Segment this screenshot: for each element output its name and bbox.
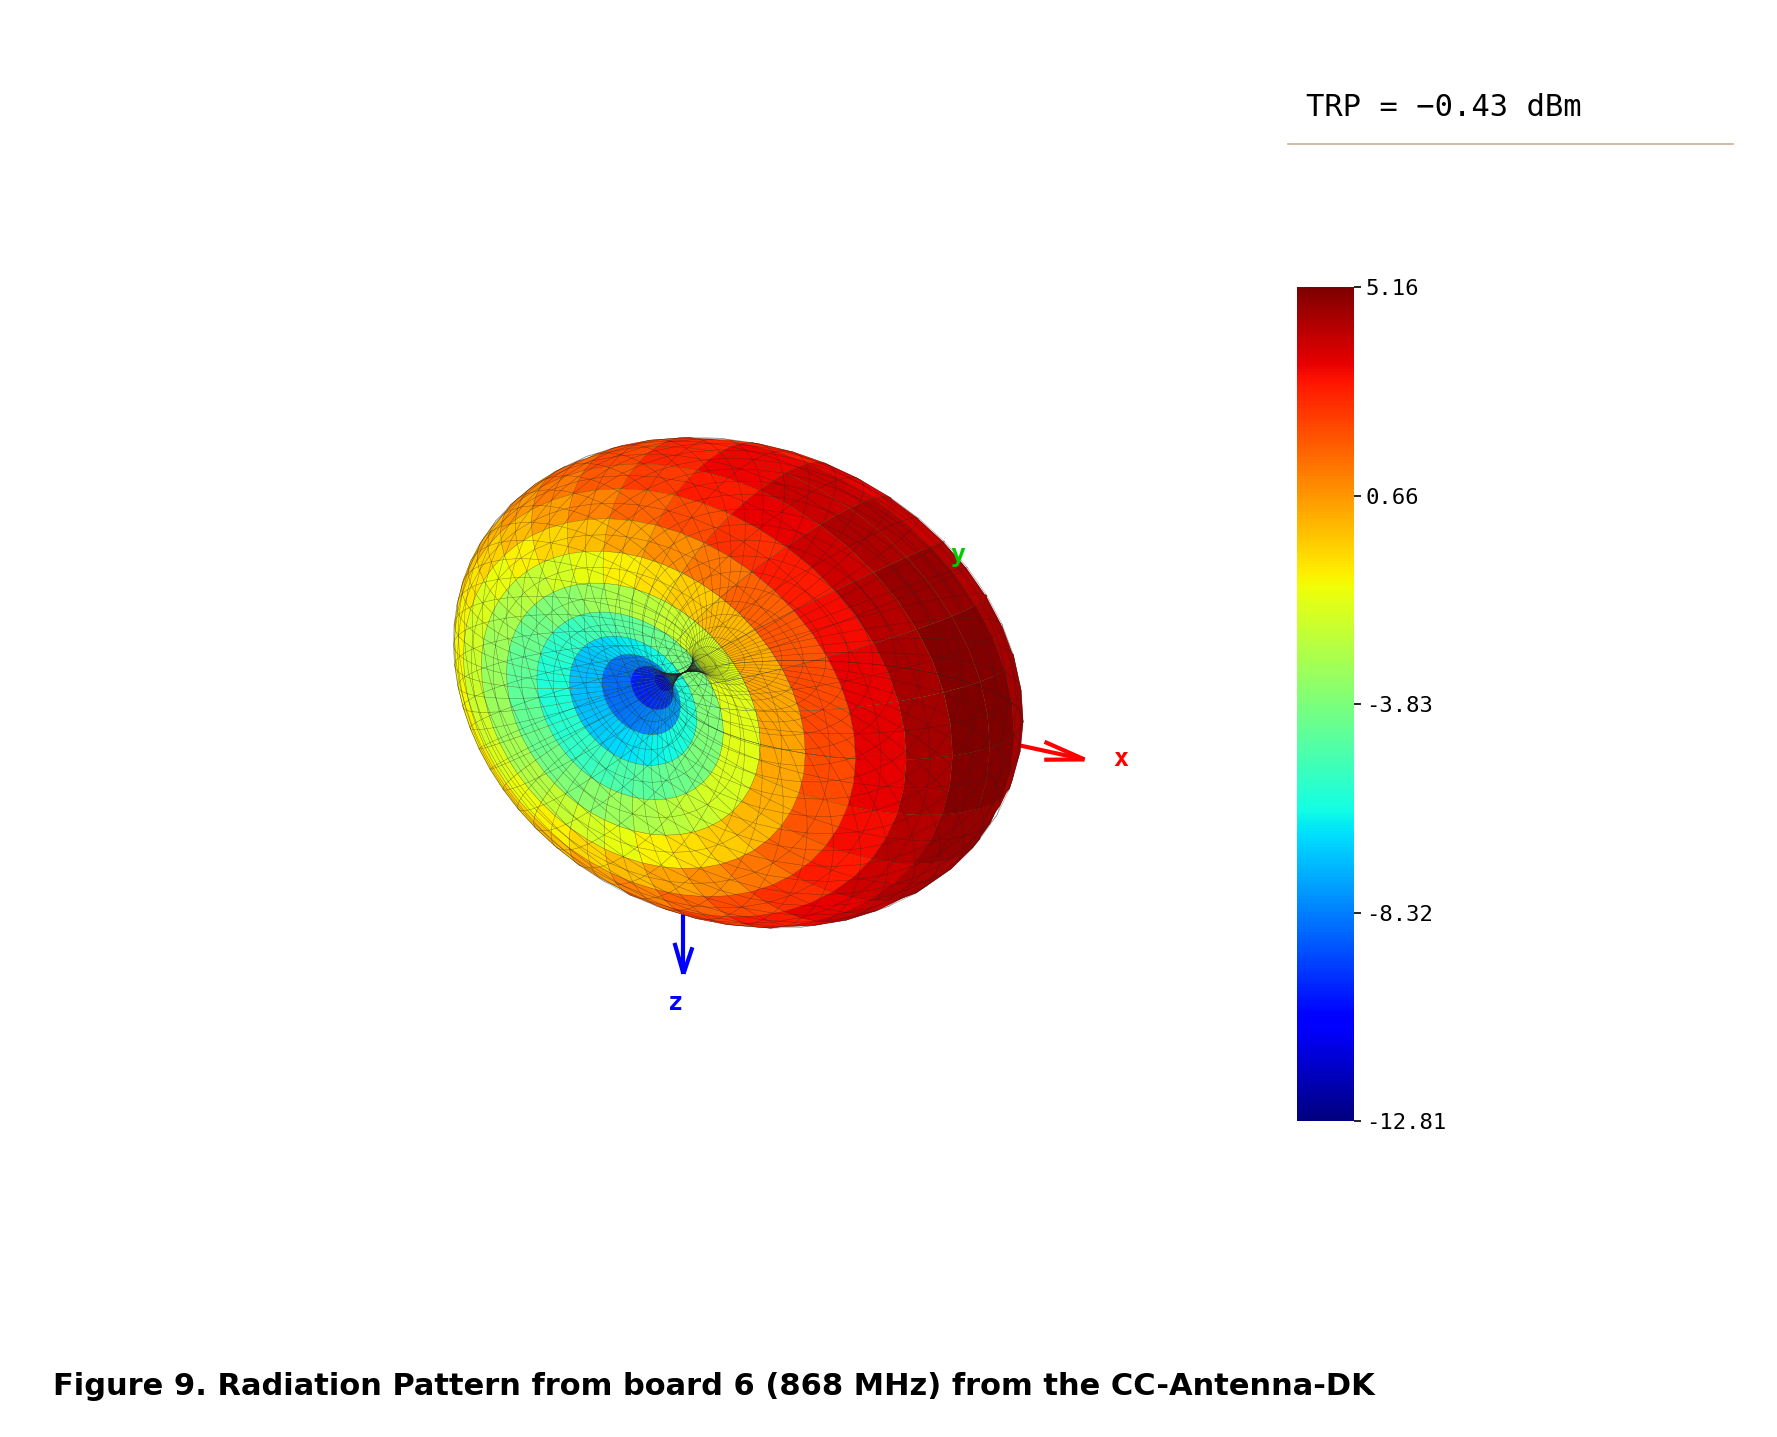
Text: Figure 9. Radiation Pattern from board 6 (868 MHz) from the CC-Antenna-DK: Figure 9. Radiation Pattern from board 6… <box>53 1372 1375 1401</box>
Text: TRP = −0.43 dBm: TRP = −0.43 dBm <box>1306 93 1582 122</box>
